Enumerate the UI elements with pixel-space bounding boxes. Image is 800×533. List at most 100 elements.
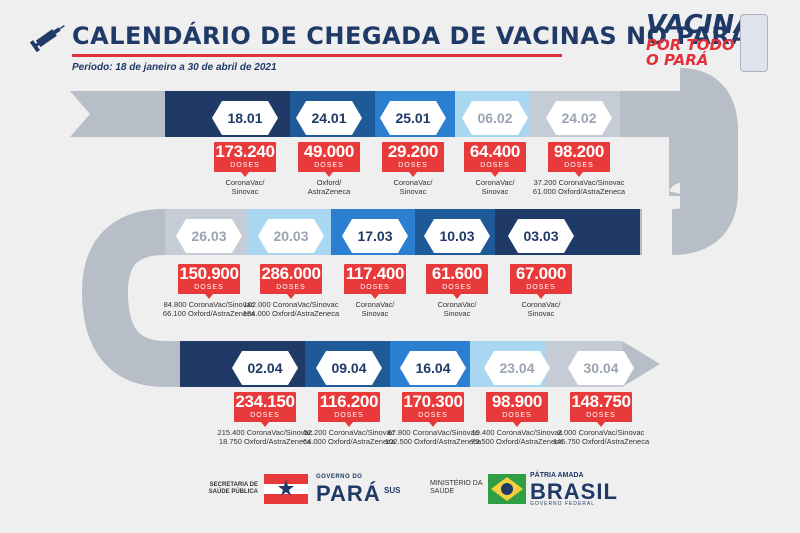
- date-label: 30.04: [583, 360, 619, 376]
- date-pill-shape: [258, 219, 324, 253]
- vaccine-brand-note: CoronaVac/Sinovac: [393, 178, 432, 196]
- date-pill-shape: [568, 351, 634, 385]
- date-pill: 06.02: [462, 101, 528, 135]
- dose-unit-label: DOSES: [564, 162, 594, 169]
- vaccine-brand-note: 37.200 CoronaVac/Sinovac 61.000 Oxford/As…: [533, 178, 625, 196]
- dose-box: 49.000 DOSES: [298, 142, 360, 177]
- date-pill: 25.01: [380, 101, 446, 135]
- vaccine-brand-note: CoronaVac/Sinovac: [521, 300, 560, 318]
- dose-box-pointer: [513, 422, 521, 427]
- dose-count: 67.000: [515, 264, 567, 283]
- brand-line: Sinovac: [481, 187, 509, 196]
- brand-line: 19.400 CoronaVac/Sinovac: [471, 428, 563, 437]
- brand-line: CoronaVac/: [521, 300, 561, 309]
- dose-unit-label: DOSES: [418, 412, 448, 419]
- brand-line: 66.100 Oxford/AstraZeneca: [162, 309, 256, 318]
- date-pill: 03.03: [508, 219, 574, 253]
- dose-count: 49.000: [303, 142, 355, 161]
- syringe-icon: [29, 24, 65, 52]
- date-label: 17.03: [357, 228, 393, 244]
- date-label: 20.03: [273, 228, 309, 244]
- dose-box: 173.240 DOSES: [214, 142, 276, 177]
- date-pill: 10.03: [424, 219, 490, 253]
- date-pill: 23.04: [484, 351, 550, 385]
- dose-unit-label: DOSES: [442, 284, 472, 291]
- brand-line: 184.000 Oxford/AstraZeneca: [242, 309, 340, 318]
- brand-line: Sinovac: [231, 187, 259, 196]
- patria-amada-label: PÁTRIA AMADA: [530, 472, 584, 479]
- vaccine-brand-note: 19.400 CoronaVac/Sinovac 79.500 Oxford/As…: [471, 428, 563, 446]
- dose-box: 150.900 DOSES: [178, 264, 240, 299]
- date-label: 09.04: [331, 360, 367, 376]
- dose-unit-label: DOSES: [276, 284, 306, 291]
- date-pill-shape: [232, 351, 298, 385]
- ministerio-logo: MINISTÉRIO DA SAÚDE: [430, 480, 483, 495]
- vaccine-brand-note: CoronaVac/Sinovac: [225, 178, 264, 196]
- dose-box-pointer: [597, 422, 605, 427]
- dose-box-pointer: [371, 294, 379, 299]
- date-pill: 24.01: [296, 101, 362, 135]
- dose-box-pointer: [287, 294, 295, 299]
- para-flag-icon: [264, 474, 308, 504]
- dose-unit-label: DOSES: [586, 412, 616, 419]
- vaccine-brand-note: 215.400 CoronaVac/Sinovac 18.750 Oxford/A…: [218, 428, 313, 446]
- dose-count: 150.900: [179, 264, 239, 283]
- logo-line1: VACINA: [646, 10, 755, 40]
- dose-count: 29.200: [387, 142, 439, 161]
- dose-count: 286.000: [261, 264, 321, 283]
- brand-line: CoronaVac/: [437, 300, 477, 309]
- vaccine-brand-note: CoronaVac/Sinovac: [437, 300, 476, 318]
- dose-box-pointer: [491, 172, 499, 177]
- brand-line: CoronaVac/: [475, 178, 515, 187]
- date-label: 02.04: [247, 360, 283, 376]
- dose-unit-label: DOSES: [194, 284, 224, 291]
- brand-line: 215.400 CoronaVac/Sinovac: [217, 428, 313, 437]
- brasil-wordmark: BRASIL: [530, 479, 618, 504]
- date-pill-shape: [424, 219, 490, 253]
- dose-unit-label: DOSES: [480, 162, 510, 169]
- dose-unit-label: DOSES: [502, 412, 532, 419]
- date-pill: 17.03: [342, 219, 408, 253]
- date-pill: 20.03: [258, 219, 324, 253]
- vaccine-brand-note: 102.000 CoronaVac/Sinovac 184.000 Oxford/…: [243, 300, 339, 318]
- date-pill-shape: [342, 219, 408, 253]
- dose-box-pointer: [575, 172, 583, 177]
- brand-line: 61.000 Oxford/AstraZeneca: [532, 187, 626, 196]
- period-subtitle: Período: 18 de janeiro a 30 de abril de …: [72, 62, 277, 73]
- brand-line: AstraZeneca: [307, 187, 351, 196]
- brand-line: CoronaVac/: [225, 178, 265, 187]
- brand-line: CoronaVac/: [355, 300, 395, 309]
- dose-box: 98.200 DOSES: [548, 142, 610, 177]
- dose-box-pointer: [325, 172, 333, 177]
- date-pill: 30.04: [568, 351, 634, 385]
- dose-unit-label: DOSES: [250, 412, 280, 419]
- dose-count: 234.150: [235, 392, 295, 411]
- sus-logo: SUS: [384, 486, 401, 495]
- date-label: 23.04: [499, 360, 535, 376]
- dose-count: 61.600: [431, 264, 483, 283]
- date-pill-shape: [176, 219, 242, 253]
- dose-unit-label: DOSES: [334, 412, 364, 419]
- logo-line3: O PARÁ: [646, 51, 709, 69]
- dose-box: 117.400 DOSES: [344, 264, 406, 299]
- brand-line: Sinovac: [443, 309, 471, 318]
- date-pill: 26.03: [176, 219, 242, 253]
- brand-line: 102.000 CoronaVac/Sinovac: [243, 300, 339, 309]
- governo-federal-label: GOVERNO FEDERAL: [530, 501, 596, 507]
- date-label: 25.01: [395, 110, 431, 126]
- date-pill: 09.04: [316, 351, 382, 385]
- dose-unit-label: DOSES: [360, 284, 390, 291]
- page-title: CALENDÁRIO DE CHEGADA DE VACINAS NO PARÁ: [72, 22, 750, 50]
- dose-box: 286.000 DOSES: [260, 264, 322, 299]
- date-pill-shape: [462, 101, 528, 135]
- footer-logos: SECRETARIA DE SAÚDE PÚBLICA GOVERNO DO P…: [0, 470, 800, 510]
- secretaria-logo: SECRETARIA DE SAÚDE PÚBLICA: [208, 482, 258, 495]
- dose-box: 98.900 DOSES: [486, 392, 548, 427]
- brand-line: 37.200 CoronaVac/Sinovac: [533, 178, 625, 187]
- date-label: 26.03: [191, 228, 227, 244]
- date-pill: 18.01: [212, 101, 278, 135]
- brand-line: 18.750 Oxford/AstraZeneca: [218, 437, 312, 446]
- brand-line: 102.500 Oxford/AstraZeneca: [384, 437, 482, 446]
- dose-unit-label: DOSES: [314, 162, 344, 169]
